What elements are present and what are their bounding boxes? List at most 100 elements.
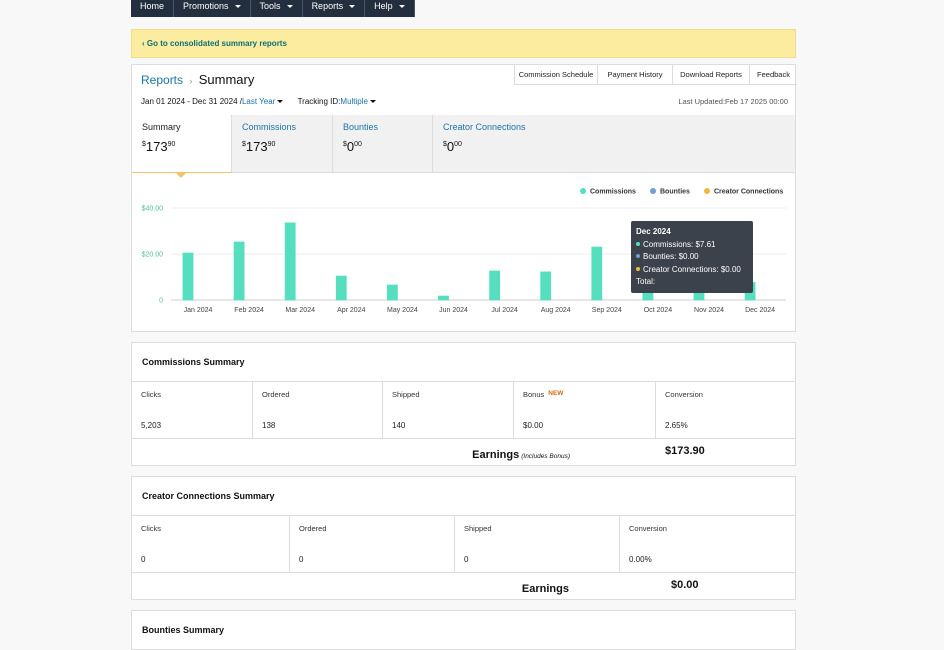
breadcrumb-separator: › bbox=[189, 76, 193, 86]
bar bbox=[591, 246, 603, 301]
chart-tooltip: Dec 2024 Commissions: $7.61 Bounties: $0.… bbox=[631, 221, 753, 293]
tooltip-swatch bbox=[636, 254, 640, 259]
metric-value: 0 bbox=[141, 555, 146, 564]
caret bbox=[369, 100, 376, 103]
earnings-value: $0.00 bbox=[671, 579, 699, 591]
caret bbox=[277, 100, 284, 103]
metric-name: Shipped bbox=[392, 390, 420, 399]
metric-label: Bonus NEW bbox=[523, 390, 563, 399]
legend-label: Creator Connections bbox=[714, 189, 783, 196]
x-tick-label: Sep 2024 bbox=[592, 307, 622, 314]
top-nav: Home Promotions Tools Reports Help bbox=[131, 0, 415, 17]
metric-value: 0 bbox=[299, 555, 304, 564]
caret bbox=[286, 5, 293, 8]
bar bbox=[233, 241, 245, 301]
metric-label: Ordered bbox=[299, 524, 327, 533]
tab-amount: $17390 bbox=[142, 139, 175, 154]
nav-item[interactable]: Promotions bbox=[174, 0, 251, 17]
earnings-chart: 0 $20.00 $40.00 Commissions Bounties Creator … bbox=[142, 188, 786, 314]
metric-cell: Clicks 0 bbox=[132, 516, 290, 572]
tracking-label: Tracking ID: bbox=[297, 97, 341, 106]
metric-name: Shipped bbox=[464, 524, 492, 533]
metric-label: Conversion bbox=[665, 390, 703, 399]
tracking-select[interactable]: Multiple bbox=[340, 97, 368, 106]
summary-table: Clicks 0 Ordered 0 Shipped 0 Conversion 0.00% bbox=[132, 515, 795, 573]
nav-label: Help bbox=[374, 1, 393, 11]
header-button[interactable]: Download Reports bbox=[672, 65, 749, 85]
metric-cell: Conversion 2.65% bbox=[656, 382, 795, 438]
tooltip-swatch bbox=[636, 266, 640, 271]
tab-amount: $17390 bbox=[242, 139, 275, 154]
bar bbox=[386, 284, 398, 301]
tab-dollars: 173 bbox=[145, 139, 168, 154]
metric-name: Clicks bbox=[141, 524, 161, 533]
x-tick-label: May 2024 bbox=[387, 307, 418, 314]
tooltip-line: Creator Connections: $0.00 bbox=[636, 264, 748, 277]
bar bbox=[182, 252, 194, 301]
x-tick-label: Jan 2024 bbox=[184, 307, 213, 314]
tooltip-text: Commissions: $7.61 bbox=[643, 239, 716, 249]
x-tick-label: Jul 2024 bbox=[491, 307, 518, 314]
metric-value: 5,203 bbox=[141, 421, 162, 430]
last-updated: Last Updated:Feb 17 2025 00:00 bbox=[678, 97, 788, 106]
tooltip-line: Bounties: $0.00 bbox=[636, 251, 748, 264]
period-select[interactable]: Last Year bbox=[241, 97, 276, 106]
bar bbox=[284, 222, 296, 301]
metric-name: Conversion bbox=[665, 390, 703, 399]
breadcrumb: Reports › Summary bbox=[141, 72, 254, 87]
earnings-row: Earnings (Includes Bonus) $173.90 bbox=[132, 439, 795, 465]
tab-currency: $ bbox=[142, 141, 146, 148]
metric-value: 2.65% bbox=[665, 421, 688, 430]
tab-currency: $ bbox=[242, 141, 246, 148]
tab-pointer bbox=[175, 172, 187, 178]
metric-cell: Ordered 0 bbox=[290, 516, 455, 572]
y-tick-label: $40.00 bbox=[142, 206, 164, 213]
tab-dollars: 173 bbox=[245, 139, 268, 154]
metric-value: $0.00 bbox=[523, 421, 544, 430]
caret bbox=[234, 5, 241, 8]
new-badge: NEW bbox=[548, 390, 564, 397]
summary-tab[interactable]: Creator Connections $000 bbox=[433, 115, 795, 173]
summary-tab[interactable]: Commissions $17390 bbox=[232, 115, 333, 173]
breadcrumb-link[interactable]: Reports bbox=[141, 73, 184, 87]
legend-swatch bbox=[704, 188, 710, 194]
nav-item[interactable]: Reports bbox=[303, 0, 366, 17]
tab-dollars: 0 bbox=[346, 139, 355, 154]
legend-swatch bbox=[580, 188, 586, 194]
header-button[interactable]: Feedback bbox=[749, 65, 797, 85]
tab-currency: $ bbox=[443, 141, 447, 148]
consolidated-link[interactable]: ‹ Go to consolidated summary reports bbox=[131, 29, 796, 58]
summary-tab[interactable]: Summary $17390 bbox=[132, 115, 232, 173]
bar bbox=[540, 271, 552, 301]
x-tick-label: Oct 2024 bbox=[644, 307, 673, 314]
nav-label: Tools bbox=[259, 1, 281, 11]
tab-currency: $ bbox=[343, 141, 347, 148]
nav-item[interactable]: Help bbox=[365, 0, 415, 17]
tab-label: Bounties bbox=[343, 122, 379, 132]
earnings-label-group: Earnings (Includes Bonus) bbox=[472, 445, 570, 463]
header-button[interactable]: Commission Schedule bbox=[514, 65, 597, 85]
nav-item[interactable]: Tools bbox=[251, 0, 303, 17]
earnings-label: Earnings bbox=[472, 449, 520, 461]
metric-name: Ordered bbox=[262, 390, 290, 399]
metric-cell: Shipped 140 bbox=[383, 382, 514, 438]
tab-label: Creator Connections bbox=[443, 122, 526, 132]
tooltip-line: Commissions: $7.61 bbox=[636, 239, 748, 252]
header-button[interactable]: Payment History bbox=[597, 65, 672, 85]
creator-summary-panel: Creator Connections Summary Clicks 0 Order… bbox=[131, 476, 796, 600]
nav-label: Reports bbox=[311, 1, 344, 11]
date-range: Jan 01 2024 - Dec 31 2024 / bbox=[141, 97, 242, 106]
x-tick-label: Mar 2024 bbox=[285, 307, 315, 314]
metric-label: Shipped bbox=[464, 524, 492, 533]
metric-value: 140 bbox=[392, 421, 406, 430]
tooltip-text: Bounties: $0.00 bbox=[643, 252, 699, 261]
tab-cents: 00 bbox=[454, 141, 462, 148]
y-tick-label: 0 bbox=[159, 298, 163, 305]
tooltip-title: Dec 2024 bbox=[636, 227, 671, 236]
bar bbox=[489, 270, 501, 301]
section-title: Commissions Summary bbox=[142, 357, 245, 367]
tab-dollars: 0 bbox=[446, 139, 455, 154]
summary-tab[interactable]: Bounties $000 bbox=[333, 115, 433, 173]
bar bbox=[335, 275, 347, 301]
nav-item[interactable]: Home bbox=[131, 0, 175, 17]
